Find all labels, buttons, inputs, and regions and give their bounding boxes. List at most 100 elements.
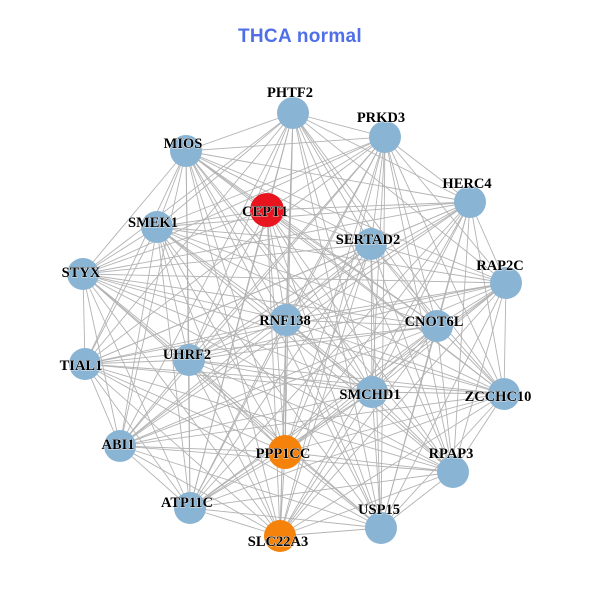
graph-edge xyxy=(84,363,281,537)
graph-node-zcchc10[interactable] xyxy=(488,378,520,410)
graph-edge xyxy=(189,282,507,509)
graph-edge xyxy=(82,273,507,284)
graph-edge xyxy=(82,273,287,321)
graph-edge xyxy=(119,112,294,447)
graph-edge xyxy=(84,243,372,365)
graph-node-atp11c[interactable] xyxy=(174,492,206,524)
graph-node-label-herc4: HERC4 xyxy=(442,176,491,192)
graph-node-label-slc22a3: SLC22A3 xyxy=(248,534,308,550)
edges-layer xyxy=(82,112,507,537)
graph-edge xyxy=(119,393,505,447)
graph-node-ppp1cc[interactable] xyxy=(268,435,302,469)
graph-edge xyxy=(156,226,438,327)
graph-edge xyxy=(84,325,438,365)
graph-edge xyxy=(188,325,438,361)
graph-edge xyxy=(185,150,438,327)
graph-node-herc4[interactable] xyxy=(454,186,486,218)
graph-edge xyxy=(119,359,190,447)
graph-node-label-tial1: TIAL1 xyxy=(60,358,103,374)
graph-edge xyxy=(284,451,382,529)
graph-edge xyxy=(119,136,386,447)
graph-node-mios[interactable] xyxy=(170,135,202,167)
graph-edge xyxy=(156,226,382,529)
graph-node-slc22a3[interactable] xyxy=(264,520,296,552)
graph-edge xyxy=(266,209,373,393)
graph-edge xyxy=(156,226,454,473)
graph-edge xyxy=(185,150,281,537)
graph-node-cnot6l[interactable] xyxy=(421,310,453,342)
page-title: THCA normal xyxy=(238,26,362,47)
graph-edge xyxy=(266,209,505,395)
graph-edge xyxy=(84,363,505,395)
graph-edge xyxy=(371,391,505,395)
graph-edge xyxy=(82,273,191,509)
graph-node-uhrf2[interactable] xyxy=(173,344,205,376)
graph-node-rpap3[interactable] xyxy=(437,456,469,488)
graph-edge xyxy=(436,325,454,473)
graph-node-tial1[interactable] xyxy=(69,348,101,380)
graph-edge xyxy=(285,243,372,321)
graph-edge xyxy=(279,527,382,537)
graph-edge xyxy=(156,226,373,393)
graph-edge xyxy=(284,112,294,453)
graph-node-label-rpap3: RPAP3 xyxy=(429,446,474,462)
graph-node-smek1[interactable] xyxy=(141,211,173,243)
graph-node-label-sertad2: SERTAD2 xyxy=(336,232,401,248)
graph-edge xyxy=(370,243,507,284)
graph-edge xyxy=(371,391,382,529)
graph-edge xyxy=(370,136,386,245)
graph-edge xyxy=(185,150,505,395)
graph-edge xyxy=(292,112,438,327)
graph-edge xyxy=(188,359,373,393)
graph-edge xyxy=(284,136,386,453)
graph-edge xyxy=(189,201,471,509)
graph-edge xyxy=(119,319,287,447)
graph-edge xyxy=(284,319,287,453)
graph-node-rap2c[interactable] xyxy=(490,267,522,299)
graph-edge xyxy=(185,150,507,284)
graph-edge xyxy=(188,359,191,509)
graph-edge xyxy=(156,226,191,509)
graph-edge xyxy=(384,136,438,327)
graph-edge xyxy=(371,391,454,473)
graph-edge xyxy=(185,150,373,393)
graph-node-label-abi1: ABI1 xyxy=(101,437,134,453)
graph-node-prkd3[interactable] xyxy=(369,121,401,153)
graph-edge xyxy=(156,112,294,228)
graph-node-smchd1[interactable] xyxy=(356,376,388,408)
graph-edge xyxy=(156,209,268,228)
graph-edge xyxy=(82,112,294,275)
graph-edge xyxy=(84,363,373,393)
graph-node-label-cnot6l: CNOT6L xyxy=(405,314,464,330)
graph-edge xyxy=(82,150,187,275)
graph-node-label-cept1: CEPT1 xyxy=(242,204,288,220)
graph-node-rnf138[interactable] xyxy=(270,304,302,336)
graph-edge xyxy=(82,136,386,275)
graph-edge xyxy=(284,243,372,453)
graph-edge xyxy=(185,150,382,529)
graph-node-abi1[interactable] xyxy=(104,430,136,462)
graph-node-styx[interactable] xyxy=(67,258,99,290)
graph-edge xyxy=(380,282,507,529)
graph-edge xyxy=(156,136,386,228)
graph-edge xyxy=(266,209,372,245)
graph-edge xyxy=(370,243,454,473)
graph-edge xyxy=(189,451,286,509)
graph-edge xyxy=(119,243,372,447)
graph-node-sertad2[interactable] xyxy=(355,228,387,260)
graph-node-cept1[interactable] xyxy=(250,193,284,227)
graph-node-label-styx: STYX xyxy=(62,265,101,281)
graph-edge xyxy=(119,325,438,447)
graph-edge xyxy=(266,209,454,473)
graph-node-label-mios: MIOS xyxy=(164,136,203,152)
graph-edge xyxy=(452,201,471,473)
graph-node-label-smchd1: SMCHD1 xyxy=(339,387,400,403)
graph-node-usp15[interactable] xyxy=(365,512,397,544)
graph-edge xyxy=(266,209,438,327)
graph-node-phtf2[interactable] xyxy=(277,97,309,129)
graph-edge xyxy=(503,282,507,395)
graph-edge xyxy=(189,393,505,509)
graph-edge xyxy=(279,391,373,537)
graph-edge xyxy=(84,363,191,509)
graph-edge xyxy=(188,112,294,361)
